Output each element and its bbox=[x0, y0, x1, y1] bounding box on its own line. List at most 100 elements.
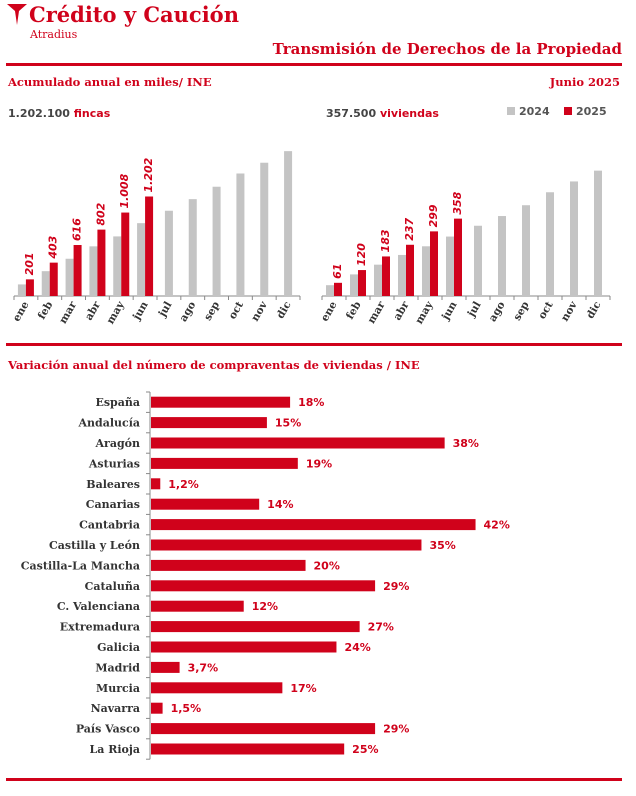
data-label-feb: 120 bbox=[355, 243, 368, 266]
month-label-oct: oct bbox=[536, 299, 556, 321]
total-viviendas: 357.500 viviendas bbox=[326, 107, 439, 120]
hbar-Baleares bbox=[151, 478, 161, 490]
region-label: C. Valenciana bbox=[57, 600, 140, 613]
bar-2024-sep bbox=[522, 205, 530, 296]
data-label-ene: 61 bbox=[331, 264, 344, 279]
month-label-abr: abr bbox=[391, 299, 411, 322]
bar-2025-feb bbox=[49, 262, 58, 296]
hbar-value-label: 29% bbox=[383, 580, 409, 593]
month-label-jul: jul bbox=[465, 299, 484, 319]
bar-2024-ene bbox=[326, 285, 334, 296]
section-date: Junio 2025 bbox=[549, 75, 620, 89]
region-label: Cataluña bbox=[85, 580, 140, 593]
bar-2025-jun bbox=[454, 218, 462, 296]
region-label: La Rioja bbox=[90, 743, 140, 756]
data-label-abr: 237 bbox=[403, 217, 416, 240]
bar-2025-feb bbox=[358, 270, 366, 296]
hbar-value-label: 27% bbox=[368, 621, 394, 634]
bar-2025-mar bbox=[382, 256, 390, 296]
month-label-ene: ene bbox=[11, 299, 32, 323]
region-label: País Vasco bbox=[76, 723, 140, 736]
hbar-Navarra bbox=[151, 702, 163, 714]
bar-2024-feb bbox=[41, 271, 50, 296]
hbar-value-label: 20% bbox=[314, 559, 340, 572]
bar-2024-abr bbox=[398, 254, 406, 296]
bar-2024-nov bbox=[570, 181, 578, 296]
bar-2024-dic bbox=[594, 170, 602, 296]
bar-2024-may bbox=[422, 246, 430, 296]
data-label-may: 1.008 bbox=[118, 173, 131, 208]
bar-2024-feb bbox=[350, 274, 358, 296]
region-label: Aragón bbox=[95, 437, 140, 450]
hbar-Castilla y León bbox=[151, 539, 422, 551]
bar-2024-mar bbox=[65, 258, 74, 296]
data-label-may: 299 bbox=[427, 204, 440, 227]
bar-2024-jun bbox=[446, 236, 454, 296]
month-label-nov: nov bbox=[559, 299, 580, 324]
region-label: Cantabria bbox=[79, 519, 140, 532]
hbar-Galicia bbox=[151, 641, 337, 653]
hbar-value-label: 1,5% bbox=[171, 702, 202, 715]
data-label-mar: 616 bbox=[71, 218, 84, 241]
month-label-dic: dic bbox=[274, 300, 293, 321]
hbar-value-label: 14% bbox=[267, 498, 293, 511]
bar-2025-abr bbox=[97, 229, 106, 296]
bar-2025-may bbox=[121, 212, 130, 296]
bar-2024-dic bbox=[284, 151, 293, 296]
atradius-logo-icon bbox=[7, 4, 27, 25]
hbar-Extremadura bbox=[151, 621, 360, 633]
hbar-value-label: 35% bbox=[429, 539, 455, 552]
hbar-value-label: 12% bbox=[252, 600, 278, 613]
hbar-Cataluña bbox=[151, 580, 376, 592]
bar-2025-mar bbox=[73, 245, 82, 296]
bar-2024-mar bbox=[374, 264, 382, 296]
hbar-Madrid bbox=[151, 661, 180, 673]
month-label-ago: ago bbox=[177, 300, 198, 324]
region-label: Navarra bbox=[91, 702, 140, 715]
region-label: Canarias bbox=[86, 498, 140, 511]
total-viviendas-unit: viviendas bbox=[379, 107, 439, 120]
hbar-Cantabria bbox=[151, 519, 476, 531]
hbar-value-label: 38% bbox=[453, 437, 479, 450]
data-label-mar: 183 bbox=[379, 229, 392, 252]
month-label-jun: jun bbox=[439, 299, 460, 323]
hbar-La Rioja bbox=[151, 743, 345, 755]
hbar-value-label: 1,2% bbox=[168, 478, 199, 491]
bar-2024-sep bbox=[212, 186, 221, 296]
logo-text: Crédito y Caución bbox=[29, 2, 239, 27]
month-label-feb: feb bbox=[344, 300, 364, 322]
month-label-jun: jun bbox=[130, 299, 151, 323]
month-label-dic: dic bbox=[584, 300, 603, 321]
bar-2025-may bbox=[430, 231, 438, 296]
total-fincas: 1.202.100 fincas bbox=[8, 107, 110, 120]
legend-label-2025: 2025 bbox=[576, 105, 607, 118]
hbar-value-label: 18% bbox=[298, 396, 324, 409]
legend-swatch-2024 bbox=[507, 107, 515, 115]
bar-2024-may bbox=[113, 236, 122, 296]
data-label-jun: 358 bbox=[451, 191, 464, 214]
bar-2024-oct bbox=[546, 192, 554, 296]
month-label-ene: ene bbox=[319, 299, 340, 323]
legend-swatch-2025 bbox=[564, 107, 572, 115]
hbar-Andalucía bbox=[151, 417, 267, 429]
section-title-variation: Variación anual del número de compravent… bbox=[8, 358, 420, 372]
region-label: Castilla-La Mancha bbox=[21, 559, 140, 572]
bar-2024-ago bbox=[188, 199, 197, 296]
bar-2024-jun bbox=[137, 223, 146, 296]
hbar-País Vasco bbox=[151, 723, 376, 735]
divider-top bbox=[6, 63, 622, 66]
month-label-may: may bbox=[104, 299, 127, 327]
region-label: España bbox=[95, 396, 140, 409]
divider-bottom bbox=[6, 778, 622, 781]
hbar-Aragón bbox=[151, 437, 445, 449]
bar-2024-ene bbox=[17, 284, 26, 296]
month-label-ago: ago bbox=[487, 300, 508, 324]
total-fincas-value: 1.202.100 bbox=[8, 107, 70, 120]
bar-2024-jul bbox=[474, 225, 482, 296]
data-label-ene: 201 bbox=[23, 252, 36, 275]
hbar-value-label: 29% bbox=[383, 723, 409, 736]
region-label: Andalucía bbox=[77, 417, 140, 430]
hbar-value-label: 42% bbox=[484, 519, 510, 532]
month-label-mar: mar bbox=[57, 299, 79, 326]
